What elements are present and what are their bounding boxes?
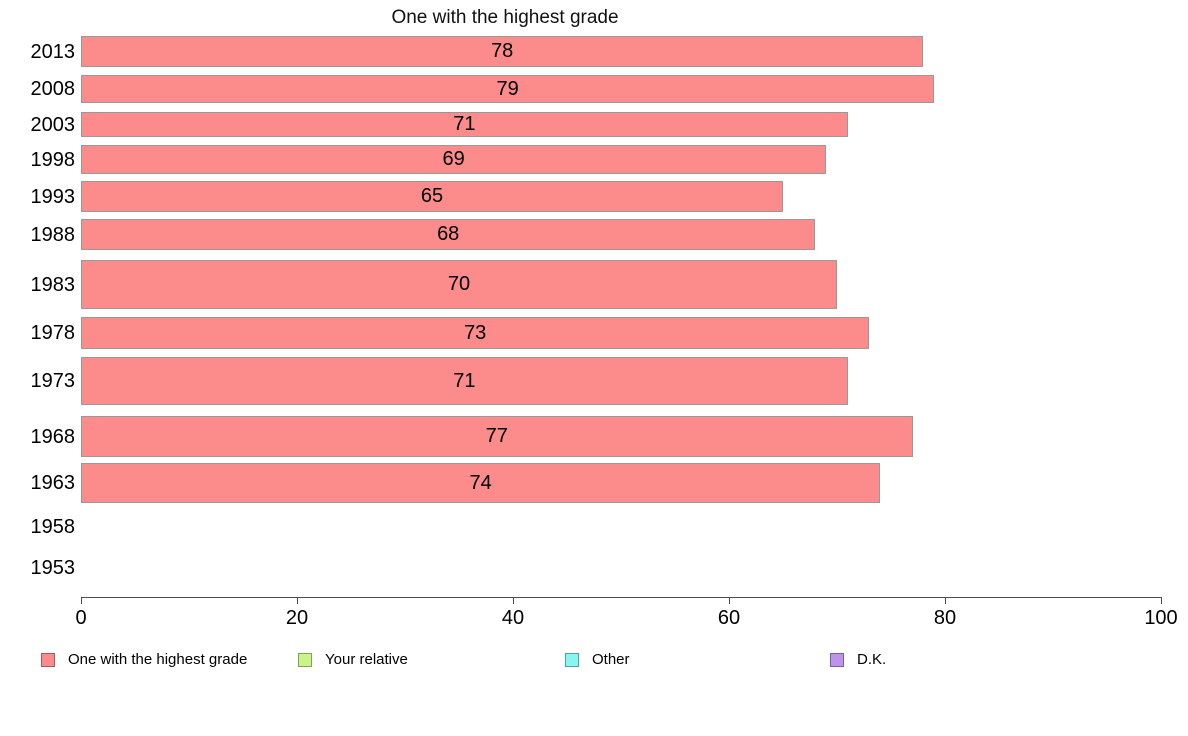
legend-label: One with the highest grade (68, 651, 248, 668)
x-axis-tick-label: 60 (717, 607, 741, 629)
x-axis-tick (945, 597, 946, 604)
bar-value-label: 77 (485, 425, 508, 447)
legend-item: Your relative (298, 651, 408, 668)
y-axis-label: 1988 (30, 223, 76, 246)
x-axis-tick (297, 597, 298, 604)
y-axis-label: 1993 (30, 185, 76, 208)
x-axis-tick-label: 40 (501, 607, 525, 629)
bar: 79 (81, 75, 935, 103)
bar: 68 (81, 219, 816, 250)
y-axis-label: 1983 (30, 273, 76, 296)
bar-value-label: 65 (420, 185, 444, 207)
x-axis-line (81, 597, 1162, 598)
y-axis-label: 1968 (30, 425, 76, 448)
legend-swatch (41, 652, 55, 667)
bar-value-label: 69 (442, 148, 465, 170)
legend-label: D.K. (857, 651, 887, 668)
bar-value-label: 68 (437, 223, 460, 245)
legend-swatch (830, 652, 844, 667)
legend-swatch (298, 652, 312, 667)
bar-value-label: 73 (464, 321, 487, 344)
bar-value-label: 71 (453, 369, 476, 392)
y-axis-label: 1978 (30, 322, 76, 344)
bar: 73 (81, 317, 870, 349)
x-axis-tick-label: 80 (933, 607, 957, 629)
bar: 77 (81, 416, 913, 457)
legend-label: Other (592, 651, 630, 668)
bar-value-label: 71 (453, 113, 476, 135)
y-axis-label: 1953 (30, 557, 76, 579)
bar-value-label: 79 (496, 77, 519, 100)
bar-value-label: 74 (469, 471, 492, 494)
x-axis-tick-label: 100 (1144, 607, 1178, 629)
x-axis-tick (81, 597, 82, 604)
legend-label: Your relative (325, 651, 408, 668)
y-axis-label: 2008 (30, 78, 76, 100)
bar-value-label: 70 (447, 273, 471, 295)
legend-item: One with the highest grade (41, 651, 247, 668)
x-axis-tick (729, 597, 730, 604)
y-axis-label: 1998 (30, 148, 76, 171)
bar: 69 (81, 145, 827, 174)
legend-item: D.K. (830, 651, 886, 668)
bar: 78 (81, 36, 924, 67)
x-axis-tick-label: 20 (285, 607, 309, 629)
chart-title: One with the highest grade (391, 7, 619, 28)
y-axis-label: 2013 (30, 40, 76, 63)
bar: 71 (81, 357, 848, 405)
y-axis-label: 1973 (30, 370, 76, 392)
y-axis-label: 1958 (30, 516, 76, 538)
y-axis-label: 2003 (30, 113, 76, 136)
x-axis-tick (1161, 597, 1162, 604)
bar-value-label: 78 (491, 40, 514, 62)
x-axis-tick (513, 597, 514, 604)
bar: 74 (81, 463, 881, 503)
x-axis-tick-label: 0 (75, 607, 87, 629)
legend-swatch (565, 652, 579, 667)
y-axis-label: 1963 (30, 472, 76, 494)
bar: 71 (81, 112, 848, 137)
bar: 70 (81, 260, 837, 309)
bar: 65 (81, 181, 783, 212)
legend-item: Other (565, 651, 630, 668)
